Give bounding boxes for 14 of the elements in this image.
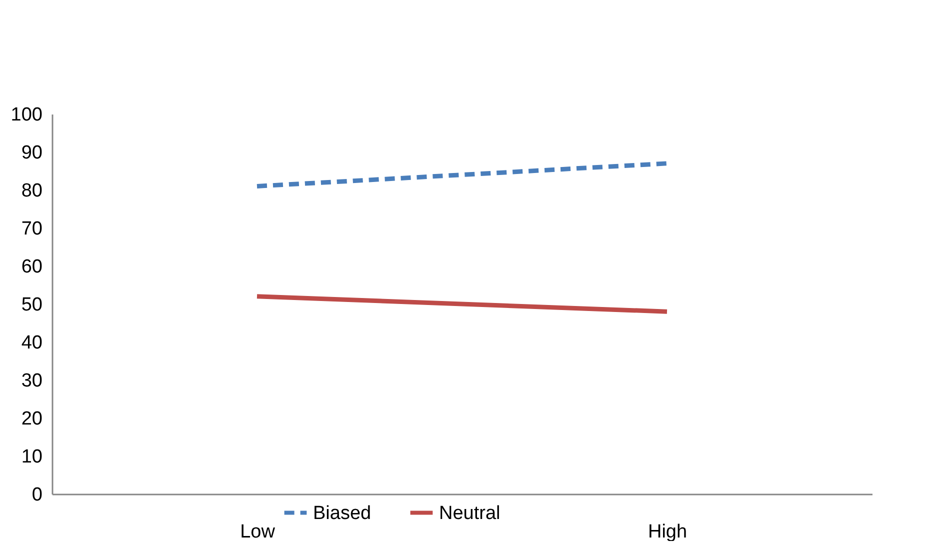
x-tick-label: Low [240, 522, 276, 542]
y-tick-label: 50 [21, 294, 42, 316]
y-tick-label: 80 [21, 180, 42, 202]
y-tick-label: 90 [21, 142, 42, 164]
y-tick-label: 70 [21, 218, 42, 240]
legend-label: Neutral [439, 502, 500, 524]
y-tick-label: 40 [21, 332, 42, 354]
y-tick-label: 60 [21, 256, 42, 278]
y-tick-label: 10 [21, 446, 42, 468]
legend-label: Biased [313, 502, 372, 524]
y-tick-label: 100 [10, 104, 42, 126]
y-tick-label: 20 [21, 408, 42, 430]
y-tick-label: 30 [21, 370, 42, 392]
y-tick-label: 0 [32, 484, 42, 506]
